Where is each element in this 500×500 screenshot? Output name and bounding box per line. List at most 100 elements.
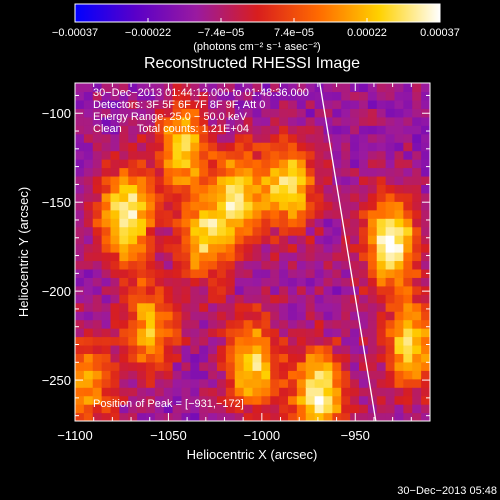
colorbar-tick-label: 0.00022	[347, 27, 387, 39]
heatmap-cell	[128, 328, 138, 338]
heatmap-cell	[403, 159, 413, 169]
heatmap-cell	[146, 218, 156, 228]
heatmap-cell	[288, 353, 298, 363]
heatmap-cell	[83, 277, 94, 287]
heatmap-cell	[83, 344, 94, 354]
heatmap-cell	[323, 319, 333, 329]
heatmap-cell	[270, 311, 280, 321]
heatmap-cell	[119, 91, 129, 101]
heatmap-cell	[261, 319, 271, 329]
heatmap-cell	[92, 226, 103, 236]
heatmap-cell	[279, 150, 289, 160]
heatmap-cell	[394, 361, 404, 371]
heatmap-cell	[279, 243, 289, 253]
heatmap-cell	[163, 260, 174, 270]
heatmap-cell	[137, 116, 147, 126]
heatmap-cell	[314, 268, 325, 278]
heatmap-cell	[101, 125, 112, 135]
heatmap-cell	[217, 319, 227, 329]
heatmap-cell	[163, 319, 174, 329]
heatmap-cell	[119, 353, 129, 363]
heatmap-cell	[323, 192, 333, 202]
heatmap-cell	[225, 91, 236, 101]
heatmap-cell	[421, 361, 430, 371]
heatmap-cell	[261, 353, 271, 363]
heatmap-cell	[261, 167, 271, 177]
heatmap-cell	[92, 260, 103, 270]
heatmap-cell	[403, 268, 413, 278]
heatmap-cell	[376, 116, 387, 126]
heatmap-cell	[288, 108, 298, 118]
heatmap-cell	[154, 243, 165, 253]
colorbar-tick-label: −0.00037	[52, 27, 98, 39]
heatmap-cell	[75, 353, 85, 363]
heatmap-cell	[296, 387, 307, 397]
heatmap-cell	[75, 378, 85, 388]
heatmap-cell	[119, 209, 129, 219]
heatmap-cell	[83, 243, 94, 253]
heatmap-cell	[412, 268, 422, 278]
heatmap-cell	[190, 328, 200, 338]
heatmap-cell	[110, 159, 120, 169]
heatmap-cell	[270, 302, 280, 312]
heatmap-cell	[359, 167, 369, 177]
heatmap-cell	[385, 218, 396, 228]
heatmap-cell	[190, 108, 200, 118]
heatmap-cell	[421, 370, 430, 380]
heatmap-cell	[234, 91, 245, 101]
heatmap-cell	[270, 268, 280, 278]
heatmap-cell	[296, 218, 307, 228]
heatmap-cell	[75, 328, 85, 338]
heatmap-cell	[137, 175, 147, 185]
heatmap-cell	[376, 167, 387, 177]
heatmap-cell	[225, 142, 236, 152]
heatmap-cell	[217, 268, 227, 278]
heatmap-cell	[154, 260, 165, 270]
heatmap-cell	[163, 159, 174, 169]
heatmap-cell	[341, 302, 351, 312]
heatmap-cell	[421, 175, 430, 185]
heatmap-cell	[190, 150, 200, 160]
heatmap-cell	[208, 319, 218, 329]
heatmap-cell	[332, 133, 342, 143]
heatmap-cell	[119, 378, 129, 388]
heatmap-cell	[279, 235, 289, 245]
heatmap-cell	[146, 142, 156, 152]
heatmap-cell	[305, 125, 316, 135]
heatmap-cell	[350, 142, 360, 152]
heatmap-cell	[101, 294, 112, 304]
heatmap-cell	[376, 260, 387, 270]
heatmap-cell	[305, 175, 316, 185]
heatmap-cell	[110, 252, 120, 262]
heatmap-cell	[75, 133, 85, 143]
heatmap-cell	[163, 91, 174, 101]
heatmap-cell	[137, 192, 147, 202]
heatmap-cell	[305, 344, 316, 354]
heatmap-cell	[110, 319, 120, 329]
heatmap-cell	[110, 142, 120, 152]
heatmap-cell	[412, 353, 422, 363]
heatmap-cell	[154, 99, 165, 109]
heatmap-cell	[75, 404, 85, 414]
heatmap-cell	[234, 167, 245, 177]
heatmap-cell	[163, 99, 174, 109]
heatmap-cell	[412, 99, 422, 109]
heatmap-cell	[376, 142, 387, 152]
heatmap-cell	[279, 395, 289, 405]
heatmap-cell	[83, 116, 94, 126]
heatmap-cell	[119, 150, 129, 160]
heatmap-cell	[279, 412, 289, 421]
heatmap-cell	[332, 175, 342, 185]
heatmap-cell	[234, 370, 245, 380]
heatmap-cell	[314, 285, 325, 295]
heatmap-cell	[101, 336, 112, 346]
heatmap-cell	[137, 184, 147, 194]
heatmap-cell	[110, 226, 120, 236]
heatmap-cell	[341, 412, 351, 421]
heatmap-cell	[261, 344, 271, 354]
heatmap-cell	[332, 336, 342, 346]
heatmap-cell	[323, 142, 333, 152]
heatmap-cell	[110, 285, 120, 295]
heatmap-cell	[243, 167, 254, 177]
heatmap-cell	[199, 125, 209, 135]
